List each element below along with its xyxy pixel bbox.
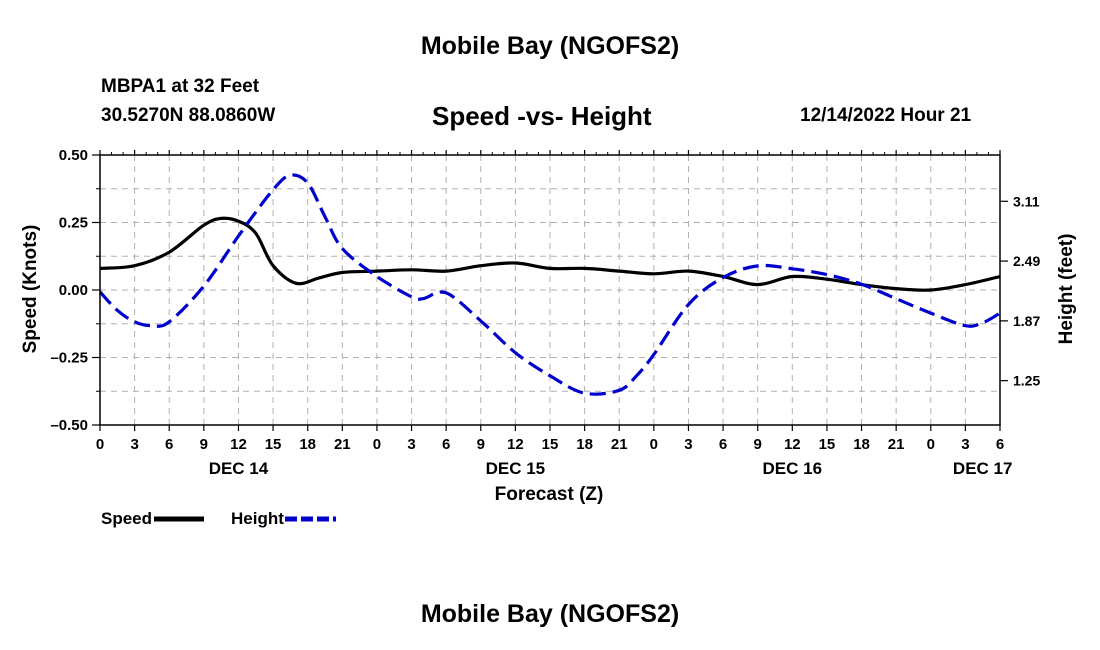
x-tick-label: 0 xyxy=(96,436,104,453)
x-tick-label: 6 xyxy=(996,436,1004,453)
x-tick-label: 3 xyxy=(407,436,415,453)
x-tick-label: 0 xyxy=(373,436,381,453)
x-tick-label: 21 xyxy=(334,436,351,453)
y2-tick-label: 3.11 xyxy=(1013,193,1040,209)
x-tick-label: 9 xyxy=(200,436,208,453)
series-line-height xyxy=(98,173,1001,396)
y-tick-label: –0.25 xyxy=(50,350,88,367)
x-tick-label: 0 xyxy=(650,436,658,453)
page-title: Mobile Bay (NGOFS2) xyxy=(420,32,680,60)
x-tick-label: 12 xyxy=(230,436,247,453)
x-tick-label: 21 xyxy=(888,436,905,453)
legend-height: Height xyxy=(231,509,338,529)
station-label: MBPA1 at 32 Feet xyxy=(101,76,260,97)
chart-title: Speed -vs- Height xyxy=(432,101,652,131)
grid xyxy=(100,155,1000,425)
x-axis-label: Forecast (Z) xyxy=(495,484,604,505)
date-label: DEC 15 xyxy=(486,459,546,478)
x-tick-label: 3 xyxy=(130,436,138,453)
x-tick-label: 18 xyxy=(853,436,870,453)
x-tick-label: 18 xyxy=(299,436,316,453)
x-tick-label: 15 xyxy=(542,436,559,453)
legend-speed: Speed xyxy=(101,509,206,529)
x-tick-label: 6 xyxy=(165,436,173,453)
y-tick-label: –0.50 xyxy=(50,417,88,434)
axes: 0 3 6 9 12 15 18 21 0 3 6 9 12 15 18 21 0 3 6 9 12 15 18 21 0 3 6 0… xyxy=(50,147,1040,478)
forecast-run-time: 12/14/2022 Hour 21 xyxy=(800,105,972,126)
y2-tick-label: 2.49 xyxy=(1013,253,1040,269)
x-tick-label: 12 xyxy=(784,436,801,453)
y-tick-label: 0.00 xyxy=(59,282,88,299)
x-tick-label: 15 xyxy=(265,436,282,453)
y-axis-label: Speed (Knots) xyxy=(20,225,41,354)
legend-speed-swatch xyxy=(154,516,205,522)
date-label: DEC 14 xyxy=(209,459,269,478)
y2-tick-label: 1.87 xyxy=(1013,313,1040,329)
x-tick-label: 0 xyxy=(927,436,935,453)
x-tick-label: 9 xyxy=(754,436,762,453)
legend-height-label: Height xyxy=(231,509,284,528)
x-tick-label: 18 xyxy=(576,436,593,453)
y-tick-label: 0.25 xyxy=(59,215,88,232)
station-coordinates: 30.5270N 88.0860W xyxy=(101,105,276,126)
x-tick-label: 3 xyxy=(684,436,692,453)
date-label: DEC 17 xyxy=(953,459,1013,478)
x-tick-label: 3 xyxy=(961,436,969,453)
legend-height-swatch xyxy=(284,516,336,522)
series-line-speed xyxy=(99,216,1001,292)
x-tick-label: 6 xyxy=(442,436,450,453)
x-tick-label: 21 xyxy=(611,436,628,453)
y2-tick-label: 1.25 xyxy=(1013,373,1040,389)
x-tick-label: 9 xyxy=(477,436,485,453)
series-layer xyxy=(98,173,1001,396)
x-tick-label: 15 xyxy=(819,436,836,453)
date-label: DEC 16 xyxy=(763,459,823,478)
legend-speed-label: Speed xyxy=(101,509,153,528)
footer-title: Mobile Bay (NGOFS2) xyxy=(420,600,680,628)
y2-axis-label: Height (feet) xyxy=(1056,234,1077,345)
x-tick-label: 6 xyxy=(719,436,727,453)
y-tick-label: 0.50 xyxy=(59,147,88,164)
x-tick-label: 12 xyxy=(507,436,524,453)
